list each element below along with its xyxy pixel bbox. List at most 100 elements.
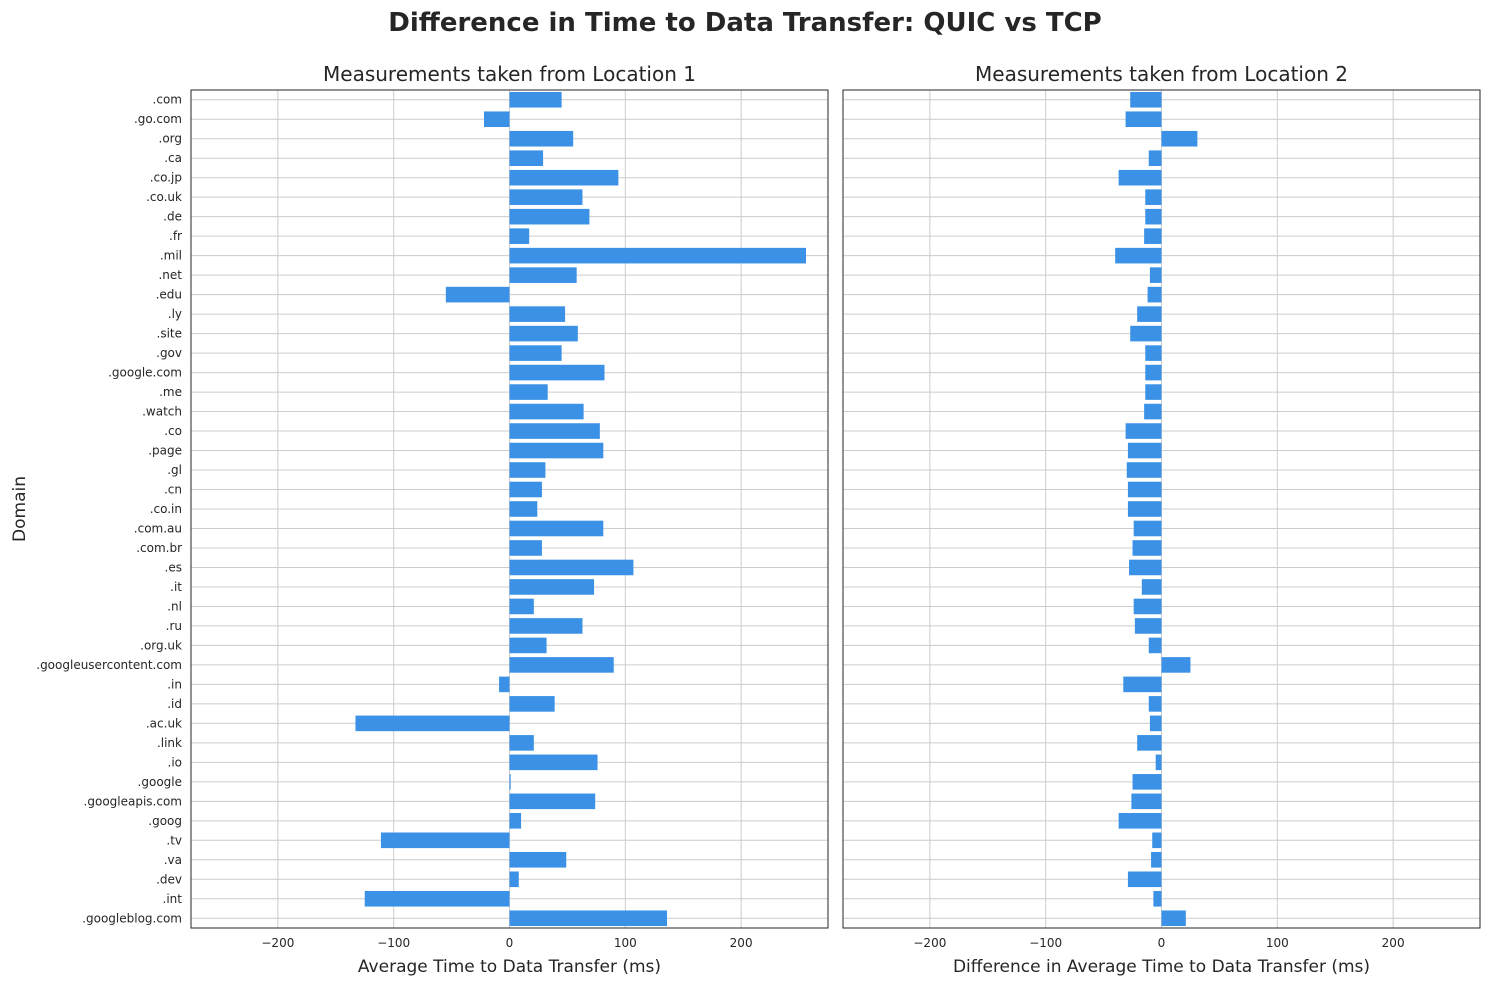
y-tick-label: .com.br bbox=[136, 541, 182, 555]
bar-co bbox=[509, 423, 600, 439]
y-tick-label: .fr bbox=[169, 229, 182, 243]
y-tick-label: .ca bbox=[164, 151, 182, 165]
bar-google-com bbox=[1145, 364, 1162, 381]
bar-es bbox=[1129, 559, 1162, 576]
bar-dev bbox=[1127, 871, 1162, 888]
y-tick-label: .it bbox=[170, 580, 182, 594]
plot-frame bbox=[190, 89, 829, 929]
y-tick-label: .ru bbox=[166, 619, 182, 633]
bar-page bbox=[509, 442, 604, 459]
bar-fr bbox=[509, 228, 530, 244]
bar-co-uk bbox=[509, 189, 583, 205]
x-tick-label: 200 bbox=[1382, 936, 1405, 950]
bar-va bbox=[1151, 851, 1162, 868]
bar-mil bbox=[509, 247, 806, 264]
y-tick-label: .mil bbox=[160, 249, 182, 263]
y-tick-label: .co.uk bbox=[146, 190, 182, 204]
y-tick-label: .co bbox=[164, 424, 182, 438]
plot-frame bbox=[842, 89, 1481, 929]
bar-org-uk bbox=[1148, 637, 1162, 654]
bar-co-jp bbox=[509, 169, 619, 186]
bar-net bbox=[1149, 267, 1162, 283]
bar-com-br bbox=[509, 540, 542, 556]
bar-watch bbox=[509, 403, 584, 420]
bar-ly bbox=[1137, 306, 1162, 322]
bar-id bbox=[509, 696, 555, 712]
x-tick-label: −200 bbox=[913, 936, 946, 950]
bar-com-br bbox=[1132, 540, 1162, 556]
bar-io bbox=[1155, 754, 1162, 771]
y-tick-label: .cn bbox=[164, 483, 182, 497]
bar-go-com bbox=[484, 111, 510, 128]
bar-gov bbox=[509, 345, 562, 361]
bar-watch bbox=[1144, 403, 1162, 420]
bar-ac-uk bbox=[355, 715, 510, 732]
y-tick-label: .googleusercontent.com bbox=[36, 658, 182, 672]
y-tick-label: .googleapis.com bbox=[84, 794, 182, 808]
bar-co-in bbox=[1127, 501, 1162, 517]
y-tick-label: .dev bbox=[156, 872, 182, 886]
bar-com-au bbox=[509, 520, 604, 537]
y-tick-label: .net bbox=[158, 268, 182, 282]
x-tick-label: 0 bbox=[1158, 936, 1166, 950]
bar-site bbox=[1130, 325, 1162, 342]
y-tick-label: .de bbox=[163, 210, 182, 224]
bar-ca bbox=[509, 150, 544, 167]
bar-site bbox=[509, 325, 578, 342]
bar-com-au bbox=[1133, 520, 1162, 537]
x-tick-label: −100 bbox=[377, 936, 410, 950]
bar-link bbox=[1137, 735, 1162, 751]
bar-cn bbox=[509, 481, 542, 498]
bar-com bbox=[509, 91, 562, 108]
y-tick-label: .google bbox=[138, 775, 182, 789]
y-tick-label: .ac.uk bbox=[146, 716, 182, 730]
bar-link bbox=[509, 735, 534, 751]
bar-net bbox=[509, 267, 577, 283]
y-tick-label: .site bbox=[157, 327, 183, 341]
x-tick-label: 100 bbox=[614, 936, 637, 950]
bar-de bbox=[1145, 208, 1162, 225]
bar-gl bbox=[509, 462, 546, 478]
bar-fr bbox=[1144, 228, 1162, 244]
bar-googleapis-com bbox=[1131, 793, 1162, 810]
bar-gl bbox=[1126, 462, 1162, 478]
bar-int bbox=[364, 890, 510, 907]
bar-page bbox=[1127, 442, 1162, 459]
y-tick-label: .org.uk bbox=[140, 638, 182, 652]
bar-org bbox=[509, 130, 574, 147]
figure-title: Difference in Time to Data Transfer: QUI… bbox=[388, 8, 1101, 38]
bar-org bbox=[1161, 130, 1198, 147]
bar-co-jp bbox=[1118, 169, 1162, 186]
bar-ru bbox=[1134, 618, 1162, 634]
bar-mil bbox=[1115, 247, 1162, 264]
x-axis-label: Difference in Average Time to Data Trans… bbox=[953, 957, 1370, 977]
bar-googleblog-com bbox=[509, 910, 668, 927]
bar-id bbox=[1148, 696, 1162, 712]
bar-nl bbox=[509, 598, 534, 615]
bar-co bbox=[1125, 423, 1162, 439]
y-tick-label: .watch bbox=[142, 405, 182, 419]
bar-me bbox=[509, 384, 548, 400]
y-tick-label: .int bbox=[163, 892, 183, 906]
y-tick-label: .ly bbox=[168, 307, 182, 321]
y-tick-label: .id bbox=[167, 697, 182, 711]
bar-it bbox=[509, 579, 595, 595]
bar-va bbox=[509, 851, 567, 868]
bar-google bbox=[509, 774, 511, 790]
y-tick-label: .org bbox=[159, 132, 183, 146]
x-tick-label: 0 bbox=[506, 936, 514, 950]
bar-ca bbox=[1148, 150, 1162, 167]
bar-int bbox=[1153, 890, 1162, 907]
bar-org-uk bbox=[509, 637, 547, 654]
bar-tv bbox=[1152, 832, 1162, 849]
bar-in bbox=[499, 676, 510, 693]
bar-me bbox=[1145, 384, 1162, 400]
panel-title: Measurements taken from Location 1 bbox=[323, 62, 696, 86]
y-tick-label: .gov bbox=[156, 346, 182, 360]
bar-com bbox=[1130, 91, 1162, 108]
bar-it bbox=[1141, 579, 1162, 595]
panel-title: Measurements taken from Location 2 bbox=[975, 62, 1348, 86]
y-tick-label: .edu bbox=[156, 288, 182, 302]
x-tick-label: −100 bbox=[1029, 936, 1062, 950]
